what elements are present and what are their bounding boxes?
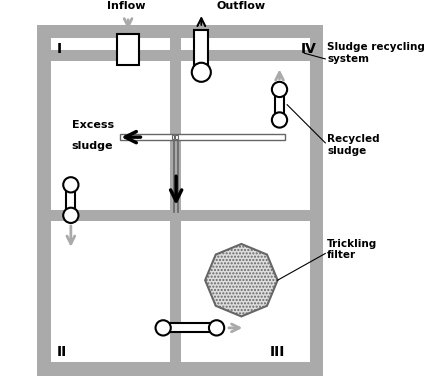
- Text: IV: IV: [300, 42, 316, 56]
- Text: Sludge recycling
system: Sludge recycling system: [327, 43, 425, 64]
- Text: Inflow: Inflow: [107, 1, 146, 11]
- Bar: [51, 50, 310, 61]
- Bar: [163, 323, 217, 332]
- Text: Outflow: Outflow: [217, 1, 266, 11]
- Text: sludge: sludge: [72, 141, 113, 151]
- Bar: [121, 134, 285, 140]
- Text: II: II: [57, 345, 67, 359]
- Text: I: I: [57, 42, 62, 56]
- Circle shape: [272, 82, 287, 97]
- Bar: [66, 185, 76, 215]
- Circle shape: [63, 208, 78, 223]
- Text: III: III: [270, 345, 285, 359]
- Bar: [194, 30, 208, 65]
- Bar: [51, 38, 310, 362]
- Text: Recycled
sludge: Recycled sludge: [327, 134, 380, 156]
- Circle shape: [192, 63, 211, 82]
- Circle shape: [63, 177, 78, 192]
- Text: Excess: Excess: [72, 120, 113, 130]
- Text: Trickling
filter: Trickling filter: [327, 239, 377, 260]
- Bar: [175, 135, 178, 139]
- Bar: [170, 38, 181, 362]
- Circle shape: [209, 320, 224, 336]
- Circle shape: [156, 320, 171, 336]
- Circle shape: [272, 112, 287, 128]
- Bar: [37, 25, 324, 375]
- Bar: [117, 34, 139, 65]
- Polygon shape: [205, 244, 278, 317]
- Bar: [51, 211, 310, 221]
- Bar: [172, 135, 174, 139]
- Bar: [275, 89, 284, 120]
